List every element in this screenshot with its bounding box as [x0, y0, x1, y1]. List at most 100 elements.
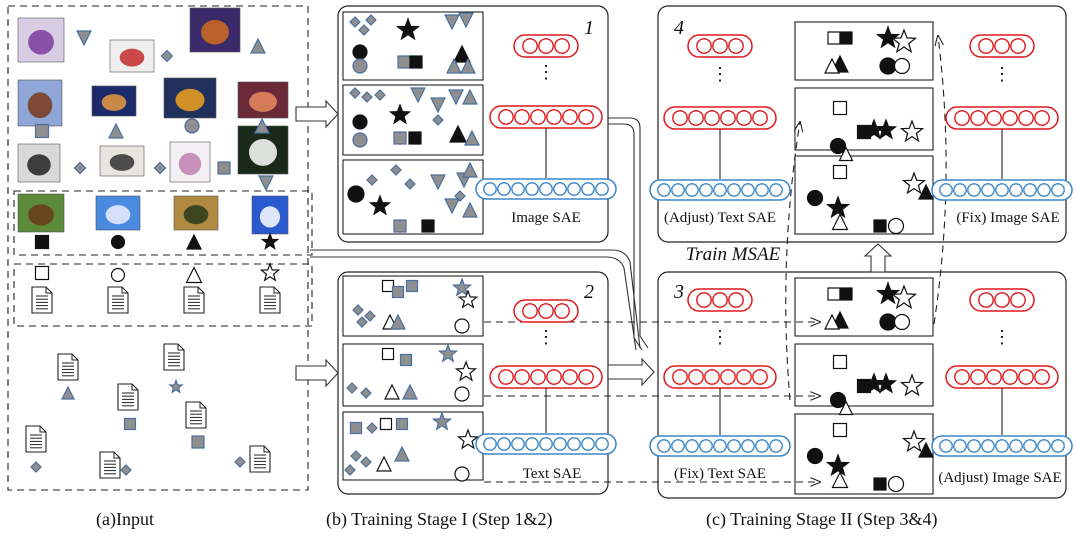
circle-shape: [879, 57, 897, 75]
neuron: [986, 110, 1002, 126]
ellipsis-6: ⋮: [993, 64, 1011, 84]
neuron: [994, 292, 1010, 308]
photo-subject: [101, 94, 127, 111]
circle-shape: [806, 447, 824, 465]
document-icon: [25, 425, 47, 453]
input-outer-dashed-box: [7, 5, 309, 491]
document-fold: [113, 452, 120, 459]
star-shape: [260, 232, 280, 250]
document-icon: [259, 286, 281, 314]
square-shape: [34, 234, 50, 250]
star-shape: [456, 428, 480, 450]
paired-texts-dashed-box: [13, 263, 313, 327]
neuron: [1034, 369, 1050, 385]
step2-sae-label: Text SAE: [523, 466, 582, 482]
neuron: [1037, 183, 1051, 197]
neuron: [986, 369, 1002, 385]
star-shape: [388, 103, 412, 125]
circle-shape: [829, 391, 847, 409]
step4-left-label: (Adjust) Text SAE: [664, 210, 776, 226]
neuron: [696, 38, 712, 54]
star-shape: [899, 373, 925, 397]
neuron: [483, 182, 497, 196]
neuron: [736, 110, 752, 126]
square-shape: [827, 31, 841, 45]
star-shape: [874, 118, 898, 140]
triangle-up-shape: [462, 88, 478, 105]
neuron: [720, 369, 736, 385]
neuron: [657, 439, 671, 453]
photo-subject: [183, 205, 209, 225]
arrow-to-step3: [607, 357, 655, 387]
neuron: [530, 369, 546, 385]
ellipsis-4: ⋮: [993, 327, 1011, 347]
triangle-up-shape: [831, 213, 849, 231]
diamond-shape: [73, 161, 87, 175]
photo-subject: [259, 206, 281, 228]
neuron: [939, 439, 953, 453]
neuron: [970, 369, 986, 385]
neuron: [995, 439, 1009, 453]
triangle-down-shape: [458, 12, 474, 29]
circle-shape: [347, 185, 365, 203]
star-shape: [454, 360, 478, 382]
neuron: [522, 38, 538, 54]
neuron: [967, 183, 981, 197]
arrow-to-step1: [295, 99, 339, 129]
square-shape: [839, 31, 853, 45]
neuron: [546, 369, 562, 385]
star-shape: [451, 277, 473, 297]
neuron: [712, 292, 728, 308]
photo-subject: [27, 92, 53, 119]
diamond-shape: [160, 49, 174, 63]
triangle-up-shape: [446, 57, 462, 74]
diamond-shape: [390, 164, 402, 176]
neuron: [953, 183, 967, 197]
square-shape: [191, 435, 205, 449]
neuron: [538, 38, 554, 54]
photo-frame: [173, 195, 219, 231]
document-icon: [31, 286, 53, 314]
sunset-tree-photo: [91, 85, 137, 117]
neuron: [1009, 439, 1023, 453]
dusk-tree-photo: [237, 81, 289, 119]
neuron: [769, 439, 783, 453]
triangle-up-shape: [838, 146, 854, 162]
diamond-shape: [350, 450, 362, 462]
triangle-down-shape: [258, 175, 274, 192]
circle-shape: [454, 318, 470, 334]
neuron: [953, 439, 967, 453]
star-shape: [901, 429, 927, 453]
square-shape: [123, 417, 137, 431]
diamond-shape: [366, 422, 378, 434]
neuron: [553, 182, 567, 196]
triangle-up-shape: [460, 57, 476, 74]
neuron: [539, 182, 553, 196]
photo-subject: [119, 48, 145, 67]
document-icon: [163, 343, 185, 371]
square-shape: [873, 219, 887, 233]
document-fold: [39, 426, 46, 433]
step4-sample-box-2: [794, 87, 934, 151]
triangle-up-shape: [838, 400, 854, 416]
neuron: [994, 38, 1010, 54]
square-shape: [349, 421, 363, 435]
square-shape: [381, 279, 395, 293]
red-phone-photo: [109, 39, 155, 73]
neuron: [657, 183, 671, 197]
document-fold: [273, 287, 280, 294]
triangle-up-shape: [824, 313, 840, 330]
square-shape: [832, 100, 848, 116]
square-shape: [217, 161, 231, 175]
neuron: [727, 439, 741, 453]
neuron: [696, 292, 712, 308]
document-icon: [117, 383, 139, 411]
step3-network-left-top-layer: [687, 288, 753, 312]
step4-right-label: (Fix) Image SAE: [956, 210, 1059, 226]
neuron: [595, 437, 609, 451]
neuron: [728, 38, 744, 54]
neuron: [554, 38, 570, 54]
triangle-up-shape: [462, 201, 478, 218]
neuron: [497, 182, 511, 196]
caption-stage1: (b) Training Stage I (Step 1&2): [326, 509, 553, 529]
